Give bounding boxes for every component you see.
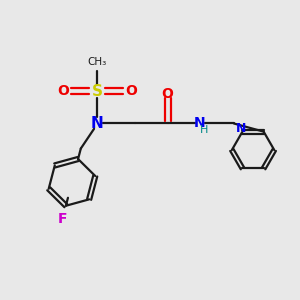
Text: O: O [125, 84, 137, 98]
Text: O: O [162, 87, 174, 101]
Text: F: F [58, 212, 67, 226]
Text: S: S [92, 84, 103, 99]
Text: N: N [194, 116, 206, 130]
Text: H: H [200, 125, 208, 135]
Text: CH₃: CH₃ [87, 57, 106, 67]
Text: N: N [91, 116, 103, 131]
Text: O: O [57, 84, 69, 98]
Text: N: N [236, 122, 246, 135]
